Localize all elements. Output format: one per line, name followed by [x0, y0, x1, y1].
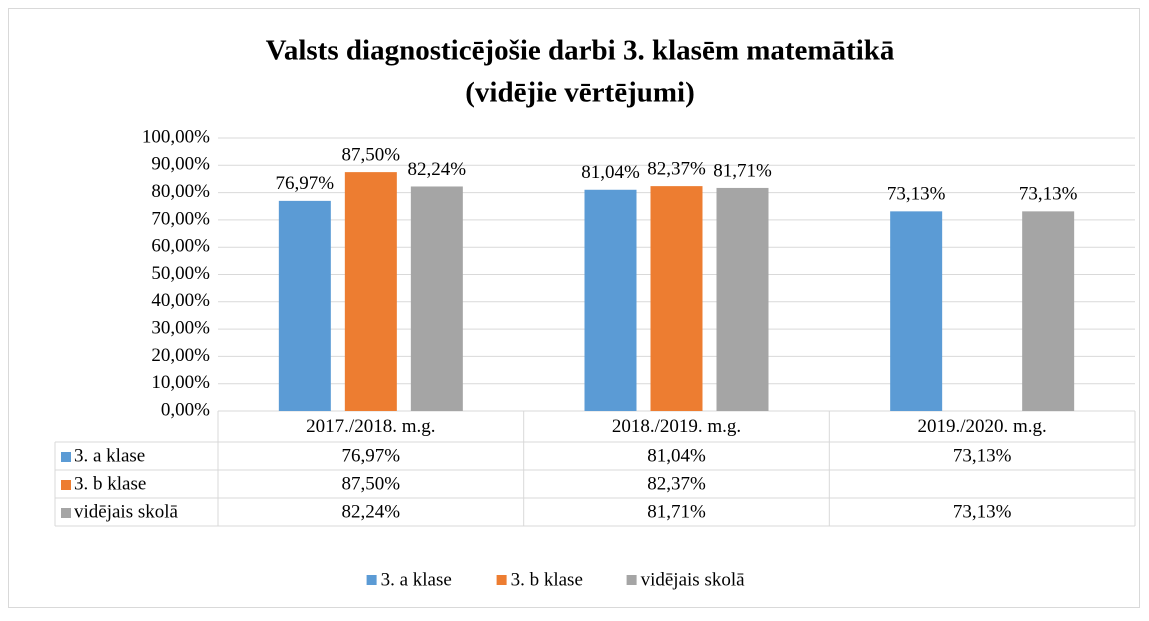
y-tick-label: 70,00% — [151, 208, 210, 229]
table-cell: 81,04% — [647, 445, 706, 466]
x-tick-label: 2019./2020. m.g. — [918, 416, 1047, 437]
x-tick-label: 2018./2019. m.g. — [612, 416, 741, 437]
bar — [650, 186, 703, 411]
table-row-label: 3. b klase — [74, 473, 146, 494]
data-label: 82,24% — [408, 159, 467, 180]
y-tick-label: 10,00% — [151, 372, 210, 393]
legend-swatch — [626, 575, 637, 585]
data-label: 87,50% — [342, 144, 401, 165]
data-label: 73,13% — [887, 184, 946, 205]
y-tick-label: 0,00% — [161, 399, 210, 420]
legend-swatch — [496, 575, 507, 585]
y-tick-label: 60,00% — [151, 236, 210, 257]
table-cell: 87,50% — [342, 473, 401, 494]
table-legend-swatch — [61, 508, 71, 518]
y-tick-label: 40,00% — [151, 290, 210, 311]
y-tick-label: 30,00% — [151, 317, 210, 338]
table-cell: 73,13% — [953, 501, 1012, 522]
table-cell: 76,97% — [342, 445, 401, 466]
table-row-label: 3. a klase — [74, 445, 145, 466]
bar — [584, 189, 637, 411]
chart-title: (vidējie vērtējumi) — [465, 77, 694, 109]
chart-border — [8, 8, 1140, 608]
data-label: 81,71% — [713, 160, 772, 181]
bar — [278, 200, 331, 411]
chart-title: Valsts diagnosticējošie darbi 3. klasēm … — [266, 35, 895, 67]
table-legend-swatch — [61, 480, 71, 490]
data-label: 76,97% — [276, 173, 335, 194]
legend-swatch — [366, 575, 377, 585]
table-cell: 73,13% — [953, 445, 1012, 466]
bar — [410, 186, 463, 411]
y-tick-label: 80,00% — [151, 181, 210, 202]
bar — [716, 187, 769, 411]
table-cell: 82,24% — [342, 501, 401, 522]
y-tick-label: 20,00% — [151, 345, 210, 366]
legend-label: 3. b klase — [511, 569, 583, 590]
table-legend-swatch — [61, 452, 71, 462]
table-cell: 81,71% — [647, 501, 706, 522]
bar — [344, 172, 397, 411]
data-label: 73,13% — [1019, 184, 1078, 205]
y-tick-label: 100,00% — [142, 126, 210, 147]
data-label: 81,04% — [581, 162, 640, 183]
legend-label: vidējais skolā — [641, 569, 746, 590]
data-label: 82,37% — [647, 158, 706, 179]
table-cell: 82,37% — [647, 473, 706, 494]
x-tick-label: 2017./2018. m.g. — [306, 416, 435, 437]
table-row-label: vidējais skolā — [74, 501, 179, 522]
legend-label: 3. a klase — [381, 569, 452, 590]
y-tick-label: 90,00% — [151, 154, 210, 175]
y-tick-label: 50,00% — [151, 263, 210, 284]
bar — [890, 211, 943, 411]
bar — [1022, 211, 1075, 411]
